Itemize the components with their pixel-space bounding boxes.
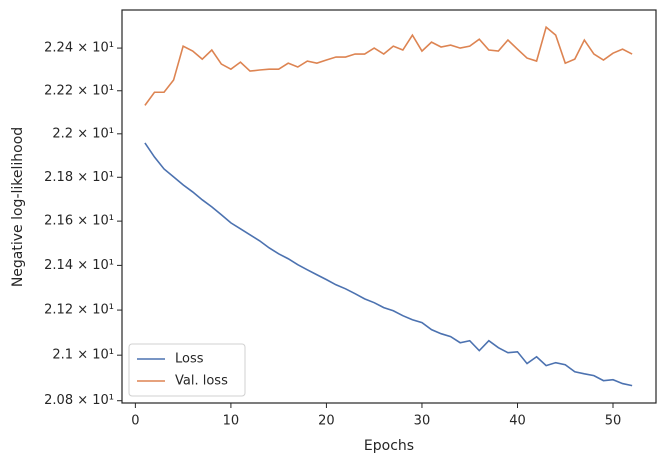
x-tick-label: 50 <box>605 414 622 429</box>
y-axis-label: Negative log-likelihood <box>10 127 26 287</box>
legend: Loss Val. loss <box>128 343 246 397</box>
y-tick-label: 2.1 × 10¹ <box>52 348 114 363</box>
x-tick-label: 20 <box>318 414 335 429</box>
legend-label: Loss <box>175 352 204 367</box>
y-tick-label: 2.2 × 10¹ <box>52 126 114 141</box>
x-tick-label: 40 <box>509 414 526 429</box>
series-line <box>144 25 633 106</box>
plot-frame <box>121 9 657 404</box>
y-tick-label: 2.08 × 10¹ <box>44 393 114 408</box>
x-tick-label: 30 <box>414 414 431 429</box>
y-tick-label: 2.14 × 10¹ <box>44 258 114 273</box>
y-tick-label: 2.24 × 10¹ <box>44 41 114 56</box>
x-tick-label: 10 <box>223 414 240 429</box>
legend-box <box>128 343 246 397</box>
legend-label: Val. loss <box>175 374 228 389</box>
x-tick-label: 0 <box>131 414 139 429</box>
x-axis-label: Epochs <box>364 438 414 454</box>
series-line <box>144 142 633 387</box>
y-tick-label: 2.22 × 10¹ <box>44 83 114 98</box>
y-tick-label: 2.12 × 10¹ <box>44 303 114 318</box>
y-tick-label: 2.16 × 10¹ <box>44 214 114 229</box>
y-tick-label: 2.18 × 10¹ <box>44 170 114 185</box>
